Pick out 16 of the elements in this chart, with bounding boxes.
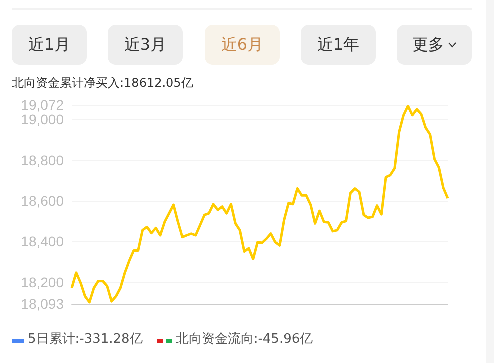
y-tick-label: 18,093 (21, 296, 64, 312)
text: 近1月 (28, 34, 71, 56)
text: 近1年 (317, 34, 360, 56)
y-tick-label: 19,072 (21, 97, 64, 113)
y-tick-label: 19,000 (21, 112, 64, 128)
y-tick-label: 18,400 (21, 234, 64, 250)
text: 5日累计:-331.28亿 (27, 331, 143, 348)
y-tick-label: 18,200 (21, 274, 64, 290)
text: 更多 (412, 34, 444, 56)
text: 北向资金流向:-45.96亿 (174, 331, 314, 348)
text: 近6月 (221, 34, 264, 56)
text: 近3月 (124, 34, 167, 56)
y-tick-label: 18,600 (21, 192, 64, 209)
line-series (70, 104, 450, 304)
y-tick-label: 18,800 (21, 152, 64, 168)
chart-title: 北向资金累计净买入:18612.05亿 (12, 75, 194, 92)
